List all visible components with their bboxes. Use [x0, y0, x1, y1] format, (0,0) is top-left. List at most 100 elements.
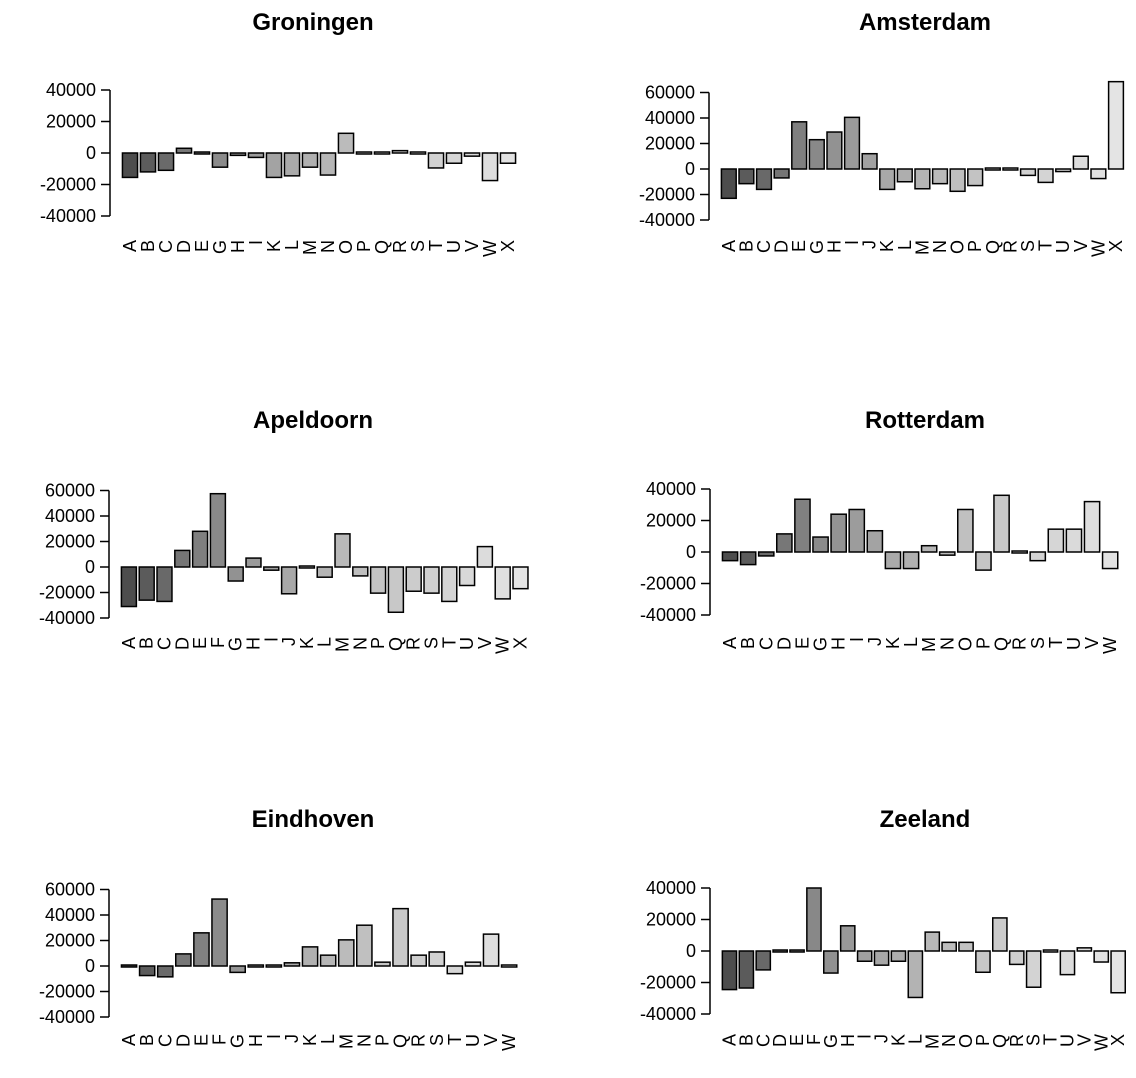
bar-a [121, 152, 139, 179]
bar-o [958, 941, 974, 952]
category-label: E [789, 240, 809, 252]
bar-l [283, 152, 301, 177]
category-label: S [1018, 240, 1038, 252]
bar-n [931, 168, 949, 185]
bar-o [957, 508, 974, 553]
y-tick-label: 20000 [646, 910, 696, 930]
bar-q [387, 566, 405, 614]
category-label: R [404, 637, 424, 650]
category-label: F [210, 1034, 230, 1045]
category-label: B [137, 637, 157, 649]
bar-a [721, 551, 739, 562]
y-tick-label: 40000 [46, 80, 96, 100]
category-label: B [738, 637, 758, 649]
bar-w [1093, 950, 1110, 963]
category-label: Q [983, 240, 1003, 254]
bar-k [890, 950, 907, 962]
y-tick-label: 40000 [645, 108, 695, 128]
category-label: Q [386, 637, 406, 651]
y-tick-label: -20000 [639, 185, 695, 205]
category-label: R [390, 240, 410, 253]
bar-b [738, 168, 755, 185]
category-label: S [422, 637, 442, 649]
bar-q [993, 494, 1010, 553]
y-tick-label: 60000 [45, 481, 95, 501]
bar-i [856, 950, 873, 962]
bar-q [992, 917, 1008, 952]
bar-c [755, 168, 773, 191]
bar-w [500, 964, 518, 968]
bar-i [265, 964, 283, 968]
bar-e [191, 530, 209, 568]
y-tick-label: 0 [685, 159, 695, 179]
category-label: D [172, 637, 192, 650]
category-label: X [1108, 1034, 1128, 1046]
category-label: Q [992, 637, 1012, 651]
bar-s [1019, 168, 1037, 177]
y-tick-label: 60000 [45, 880, 95, 900]
category-label: C [754, 240, 774, 253]
category-label: U [444, 240, 464, 253]
bar-n [319, 152, 337, 176]
category-label: Q [990, 1034, 1010, 1048]
category-label: Q [391, 1034, 411, 1048]
panel-apeldoorn: Apeldoorn -40000 -20000 0 20000 40000 60000 ABC… [39, 407, 531, 654]
bar-m [924, 931, 941, 952]
category-label: R [1007, 1034, 1027, 1047]
category-label: G [821, 1034, 841, 1048]
category-label: J [872, 1034, 892, 1043]
bar-k [301, 946, 319, 967]
category-label: W [480, 240, 500, 257]
bar-b [138, 965, 156, 977]
category-label: L [905, 1034, 925, 1044]
category-label: O [956, 1034, 976, 1048]
bar-p [975, 950, 991, 974]
category-label: I [261, 637, 281, 642]
category-label: P [973, 637, 993, 649]
y-tick-label: -40000 [39, 1007, 95, 1027]
bar-e [791, 121, 808, 170]
panel-rotterdam: Rotterdam -40000 -20000 0 20000 40000 ABCDEGHI… [640, 407, 1120, 654]
category-label: M [333, 637, 353, 652]
bar-i [247, 152, 265, 159]
bar-r [410, 954, 427, 967]
bar-b [139, 152, 157, 173]
category-label: M [922, 1034, 942, 1049]
category-label: R [409, 1034, 429, 1047]
bar-m [337, 939, 355, 967]
category-label: X [1106, 240, 1126, 252]
bar-u [1055, 168, 1072, 173]
y-tick-label: 0 [686, 542, 696, 562]
y-tick-label: 0 [686, 941, 696, 961]
bar-e [193, 932, 210, 967]
bar-c [755, 950, 772, 971]
bar-i [843, 116, 861, 170]
category-label: X [498, 240, 518, 252]
category-label: B [736, 240, 756, 252]
bar-b [739, 551, 757, 566]
category-label: H [246, 1034, 266, 1047]
category-label: A [119, 1034, 139, 1046]
category-label: K [264, 240, 284, 252]
bar-v [1083, 500, 1101, 553]
y-tick-label: 20000 [46, 112, 96, 132]
category-label: H [829, 637, 849, 650]
bar-x [499, 152, 517, 164]
bar-n [352, 566, 369, 577]
bar-q [373, 151, 391, 155]
category-label: N [937, 637, 957, 650]
bar-m [914, 168, 931, 190]
category-label: U [1053, 240, 1073, 253]
category-label: B [736, 1034, 756, 1046]
panel-title: Groningen [252, 9, 373, 36]
bar-d [773, 168, 790, 179]
category-label: W [493, 637, 513, 654]
category-label: E [192, 240, 212, 252]
category-label: C [155, 1034, 175, 1047]
bar-b [138, 566, 155, 601]
category-label: L [282, 240, 302, 250]
category-label: V [481, 1034, 501, 1046]
bar-k [879, 168, 896, 191]
category-label: A [119, 637, 139, 649]
